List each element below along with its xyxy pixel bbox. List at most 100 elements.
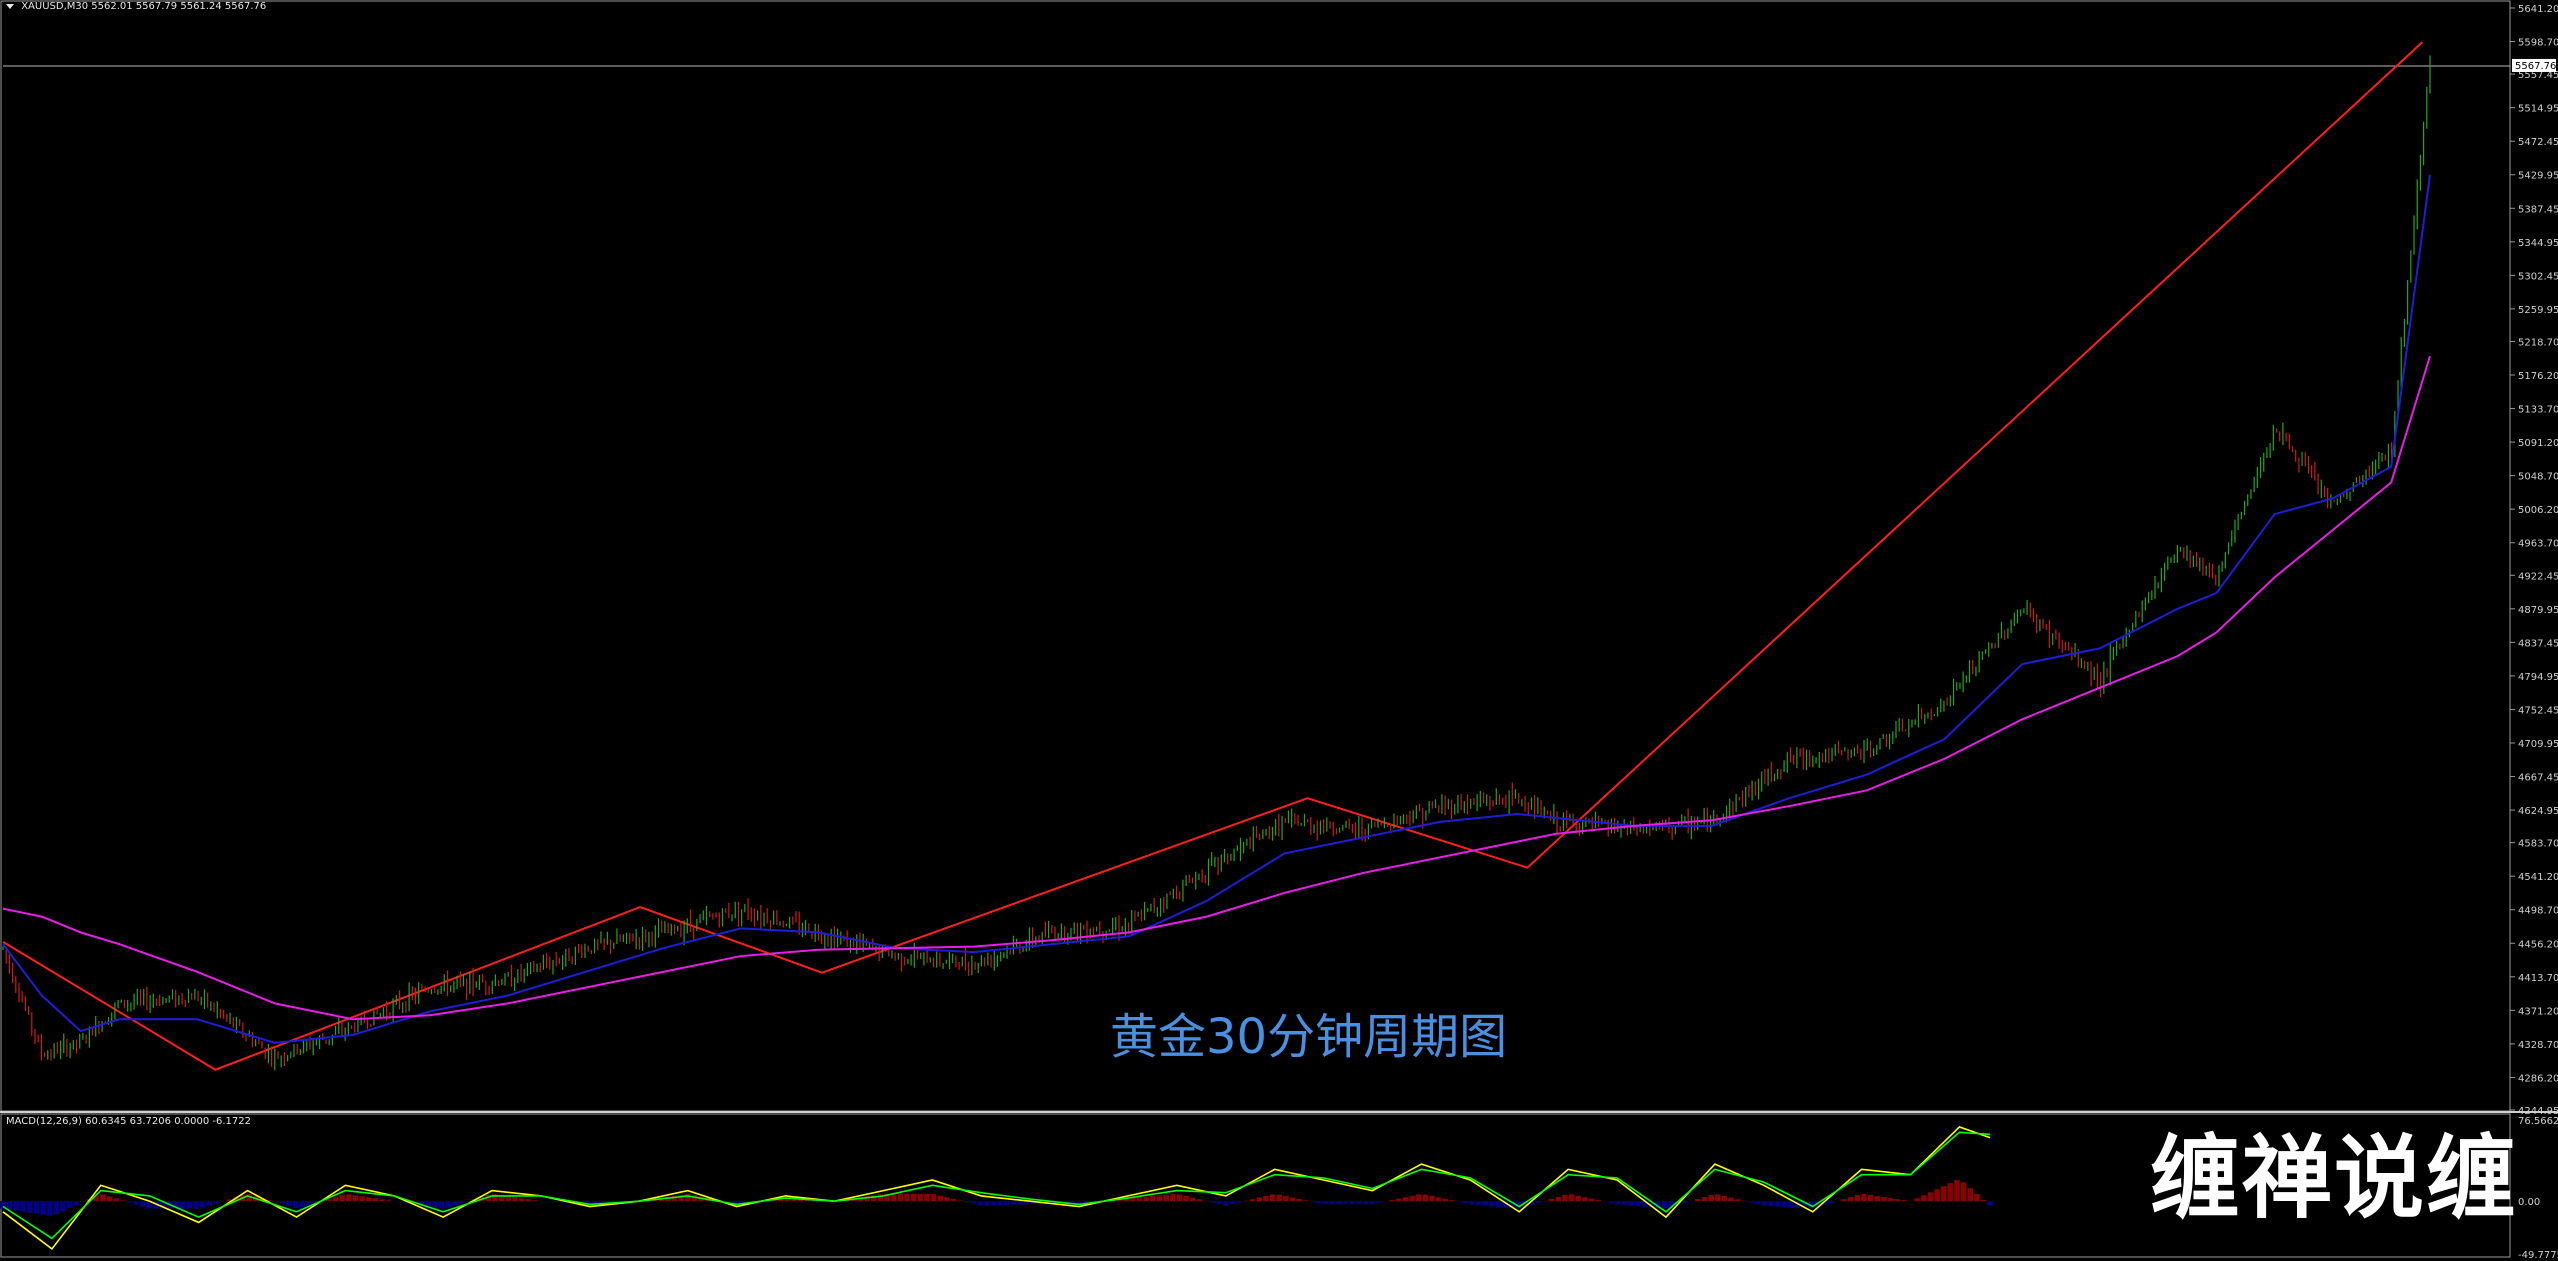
price-tick-label: 4244.95 bbox=[2518, 1106, 2558, 1117]
macd-histogram-bar bbox=[1781, 1201, 1787, 1207]
macd-histogram-bar bbox=[1502, 1201, 1508, 1208]
macd-histogram-bar bbox=[1309, 1201, 1316, 1202]
price-tick-label: 5259.95 bbox=[2518, 305, 2558, 316]
macd-histogram-bar bbox=[930, 1194, 937, 1202]
macd-histogram-bar bbox=[1768, 1201, 1774, 1207]
macd-histogram-bar bbox=[505, 1196, 512, 1202]
signal-line bbox=[2, 1131, 1991, 1240]
macd-histogram-bar bbox=[1535, 1201, 1542, 1203]
main-plot-frame bbox=[0, 0, 2511, 1112]
macd-histogram-bar bbox=[100, 1194, 106, 1202]
macd-histogram-bar bbox=[1960, 1182, 1967, 1202]
macd-histogram-bar bbox=[498, 1195, 505, 1202]
macd-histogram-bar bbox=[678, 1194, 684, 1202]
macd-histogram-bar bbox=[1695, 1199, 1701, 1202]
macd-histogram-bar bbox=[512, 1197, 518, 1202]
macd-histogram-bar bbox=[1608, 1201, 1615, 1203]
macd-histogram-bar bbox=[1249, 1199, 1256, 1202]
macd-histogram-bar bbox=[1010, 1201, 1017, 1205]
price-tick-label: 4498.70 bbox=[2518, 906, 2558, 917]
macd-histogram-bar bbox=[80, 1201, 86, 1203]
macd-histogram-bar bbox=[1748, 1201, 1754, 1203]
macd-histogram-bar bbox=[1322, 1201, 1329, 1205]
price-tick-label: 4963.70 bbox=[2518, 539, 2558, 550]
macd-tick-label: -49.7775 bbox=[2518, 1250, 2558, 1261]
macd-histogram-bar bbox=[598, 1201, 605, 1204]
macd-histogram-bar bbox=[1469, 1201, 1475, 1205]
macd-histogram-bar bbox=[1003, 1201, 1010, 1205]
price-tick-label: 4837.45 bbox=[2518, 638, 2558, 649]
macd-histogram-bar bbox=[1595, 1200, 1601, 1202]
macd-histogram-bar bbox=[1163, 1194, 1169, 1202]
macd-histogram-bar bbox=[605, 1201, 611, 1204]
macd-histogram-bar bbox=[1050, 1201, 1056, 1205]
price-tick-label: 5514.95 bbox=[2518, 104, 2558, 115]
macd-header: MACD(12,26,9) 60.6345 63.7206 0.0000 -6.… bbox=[6, 1116, 251, 1127]
dropdown-triangle-icon[interactable] bbox=[6, 3, 14, 9]
macd-histogram-bar bbox=[332, 1196, 339, 1202]
macd-histogram-bar bbox=[1628, 1201, 1635, 1206]
macd-histogram-bar bbox=[1136, 1197, 1143, 1202]
macd-histogram-bar bbox=[1143, 1196, 1150, 1202]
macd-histogram-bar bbox=[1515, 1201, 1522, 1209]
macd-plot-frame bbox=[0, 1113, 2511, 1258]
macd-histogram-bar bbox=[179, 1201, 186, 1209]
macd-histogram-bar bbox=[1522, 1201, 1528, 1207]
macd-line bbox=[2, 1126, 1991, 1251]
macd-histogram-bar bbox=[1429, 1195, 1435, 1202]
macd-histogram-bar bbox=[864, 1196, 870, 1202]
zigzag-line bbox=[2, 41, 2424, 1071]
price-tick-label: 5302.45 bbox=[2518, 271, 2558, 282]
macd-histogram-bar bbox=[1734, 1199, 1741, 1202]
macd-histogram-bar bbox=[1721, 1196, 1728, 1202]
macd-histogram-bar bbox=[1442, 1198, 1449, 1202]
macd-histogram-bar bbox=[611, 1201, 618, 1203]
macd-histogram-bar bbox=[1661, 1201, 1668, 1209]
macd-histogram-bar bbox=[1641, 1201, 1648, 1207]
macd-histogram-bar bbox=[684, 1193, 691, 1202]
macd-histogram-bar bbox=[857, 1197, 864, 1202]
macd-histogram-bar bbox=[133, 1201, 139, 1205]
macd-histogram-bar bbox=[1077, 1201, 1083, 1205]
macd-histogram-bar bbox=[890, 1193, 897, 1202]
macd-histogram-bar bbox=[366, 1197, 372, 1202]
macd-histogram-bar bbox=[452, 1201, 458, 1206]
macd-histogram-bar bbox=[532, 1200, 538, 1202]
macd-histogram-bar bbox=[1901, 1200, 1907, 1202]
macd-histogram-bar bbox=[1761, 1201, 1768, 1206]
macd-histogram-bar bbox=[1854, 1195, 1861, 1202]
macd-histogram-bar bbox=[485, 1194, 492, 1202]
macd-histogram-bar bbox=[233, 1197, 239, 1202]
macd-histogram-bar bbox=[1462, 1201, 1469, 1204]
macd-histogram-bar bbox=[439, 1201, 445, 1209]
macd-histogram-bar bbox=[1568, 1194, 1575, 1202]
macd-histogram-bar bbox=[47, 1201, 53, 1216]
macd-histogram-bar bbox=[917, 1193, 924, 1202]
price-tick-label: 5344.95 bbox=[2518, 238, 2558, 249]
macd-histogram-bar bbox=[1276, 1194, 1282, 1202]
current-price-box bbox=[2512, 58, 2556, 72]
macd-histogram-bar bbox=[93, 1195, 100, 1202]
macd-histogram-bar bbox=[1774, 1201, 1781, 1207]
price-tick-label: 4541.20 bbox=[2518, 872, 2558, 883]
macd-histogram-bar bbox=[1887, 1198, 1894, 1202]
macd-histogram-bar bbox=[1316, 1201, 1322, 1204]
macd-histogram-bar bbox=[671, 1195, 678, 1202]
macd-histogram-bar bbox=[997, 1201, 1003, 1206]
macd-histogram-bar bbox=[1422, 1194, 1429, 1202]
macd-histogram-bar bbox=[1828, 1201, 1834, 1204]
price-tick-label: 5048.70 bbox=[2518, 472, 2558, 483]
macd-histogram-bar bbox=[804, 1199, 811, 1202]
macd-histogram-bar bbox=[0, 1201, 6, 1209]
macd-histogram-bar bbox=[425, 1201, 432, 1207]
macd-histogram-bar bbox=[944, 1197, 950, 1202]
macd-histogram-bar bbox=[113, 1198, 119, 1202]
macd-histogram-bar bbox=[1974, 1194, 1980, 1202]
macd-histogram-bar bbox=[432, 1201, 438, 1208]
macd-histogram-bar bbox=[1927, 1192, 1934, 1202]
macd-histogram-bar bbox=[159, 1201, 166, 1209]
macd-histogram-bar bbox=[346, 1194, 352, 1202]
macd-histogram-bar bbox=[1914, 1198, 1920, 1202]
macd-histogram-bar bbox=[525, 1199, 531, 1202]
